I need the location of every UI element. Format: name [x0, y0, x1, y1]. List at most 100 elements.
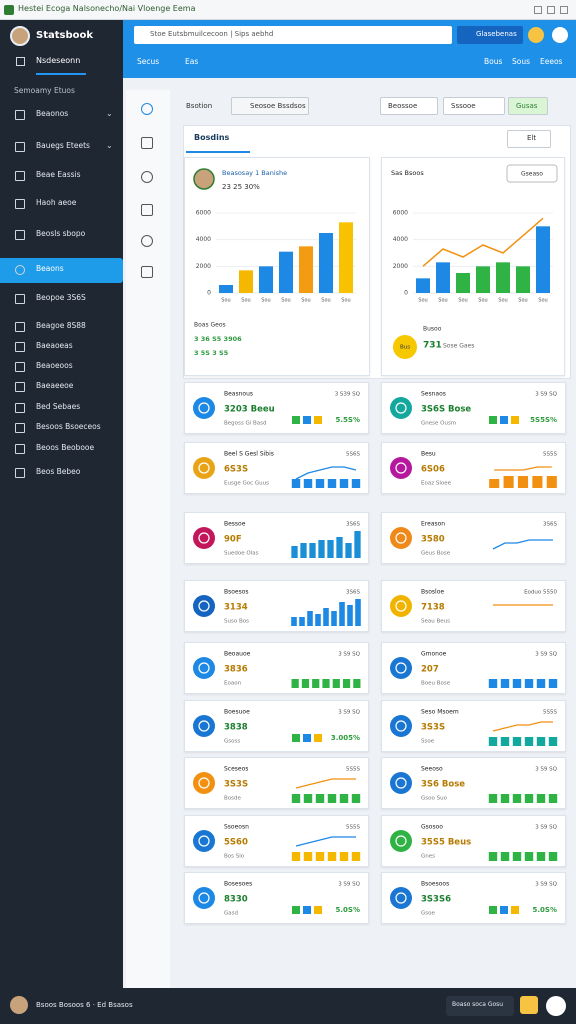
nav-tab[interactable]: Secus: [137, 57, 160, 66]
pct-badge: [303, 416, 311, 424]
mini-bar: [300, 543, 307, 558]
mini-bar: [354, 531, 361, 558]
nav-item[interactable]: Baeaoeas: [36, 341, 73, 350]
status-right[interactable]: Boaso soca Gosu: [452, 1001, 504, 1008]
nav-item[interactable]: Beopoe 3S6S: [36, 293, 86, 302]
nav-icon: [15, 171, 25, 181]
rail-icon[interactable]: [141, 103, 153, 115]
nav-tab[interactable]: Sous: [512, 57, 531, 66]
nav-item[interactable]: Beoos Beobooe: [36, 443, 95, 452]
filter-text[interactable]: Seosoe Bssdsos: [250, 102, 306, 110]
chart-button[interactable]: [506, 164, 558, 183]
mini-bar: [327, 794, 337, 803]
mini-bar: [488, 737, 498, 746]
card-value: 3134: [224, 603, 248, 613]
toolbar-button[interactable]: [508, 97, 548, 115]
card-icon: [390, 772, 412, 794]
filter-box[interactable]: [231, 97, 309, 115]
panel-tab-underline: [186, 151, 250, 153]
pct-badge: [292, 734, 300, 742]
status-icon[interactable]: [546, 996, 566, 1016]
y-tick-label: 4000: [393, 236, 408, 243]
window-control[interactable]: [560, 6, 568, 14]
mini-bar: [512, 852, 522, 861]
card-top: 5S6S: [346, 452, 360, 458]
nav-tab[interactable]: Eeeos: [540, 57, 563, 66]
mini-bar: [339, 479, 349, 488]
panel-search-text[interactable]: Elt: [527, 134, 537, 142]
nav-icon: [15, 294, 25, 304]
pct-badge: [511, 416, 519, 424]
nav-item[interactable]: Beaons: [36, 264, 64, 273]
status-icon[interactable]: [520, 996, 538, 1014]
card-value: 3838: [224, 723, 248, 733]
nav-item[interactable]: Beos Bebeo: [36, 467, 81, 476]
mini-bar: [318, 540, 325, 558]
toolbar-button-label[interactable]: Sssooe: [451, 102, 476, 110]
toolbar-button-label[interactable]: Gusas: [516, 102, 538, 110]
window-control[interactable]: [534, 6, 542, 14]
trend-line: [422, 217, 544, 267]
nav-item[interactable]: Baeaeeoe: [36, 381, 74, 390]
svg-layer: Sesnaos 3 S9 SQ 3S6S Bose Gnese Ousm 5S5S%: [390, 391, 558, 427]
mini-bar: [291, 794, 301, 803]
svg-layer: Bosesoes 3 S9 SQ 8330 Gasd 5.0S%: [193, 881, 361, 917]
x-tick-label: Sou: [538, 298, 547, 304]
card-value: 5S60: [224, 838, 248, 848]
card-top: 3 S9 SQ: [535, 652, 557, 658]
nav-item[interactable]: Beaonos: [36, 109, 69, 118]
menu-dots: [552, 27, 568, 43]
window-control[interactable]: [547, 6, 555, 14]
bar: [416, 278, 430, 293]
nav-item[interactable]: Beosls sbopo: [36, 229, 86, 238]
nav-item[interactable]: Beae Eassis: [36, 170, 81, 179]
rail-icon[interactable]: [141, 137, 153, 149]
card-value: 3203 Beeu: [224, 405, 275, 415]
panel-tab[interactable]: Bosdins: [194, 133, 230, 142]
x-tick-label: Sou: [418, 298, 427, 304]
mini-bar: [303, 479, 313, 488]
mini-trend: [492, 721, 553, 732]
x-tick-label: Sou: [438, 298, 447, 304]
status-right-box[interactable]: [446, 996, 514, 1016]
search-text[interactable]: Stoe Eutsbmuilcecoon | Sips aebhd: [150, 30, 274, 38]
pct-badge: [292, 416, 300, 424]
search-button-label[interactable]: Glasebenas: [476, 30, 517, 38]
mini-bar: [303, 794, 313, 803]
nav-item[interactable]: Haoh aeoe: [36, 198, 77, 207]
mini-bar: [345, 543, 352, 558]
section-label[interactable]: Nsdeseonn: [36, 56, 81, 65]
rail-icon[interactable]: [141, 235, 153, 247]
mini-bar: [312, 679, 320, 688]
card-icon: [193, 397, 215, 419]
nav-item[interactable]: Beaoeoos: [36, 361, 73, 370]
rail-icon[interactable]: [141, 266, 153, 278]
svg-layer: Bsoesoos 3 S9 SQ 3S3S6 Gsoe 5.0S%: [390, 881, 558, 917]
mini-bar: [327, 540, 334, 558]
card-icon: [193, 887, 215, 909]
home-icon: [16, 57, 25, 66]
nav-icon: [15, 142, 25, 152]
search-button[interactable]: [457, 26, 523, 44]
nav-item[interactable]: Bed Sebaes: [36, 402, 81, 411]
mini-bar: [307, 611, 313, 626]
nav-item[interactable]: Beagoe 8S88: [36, 321, 86, 330]
toolbar-button[interactable]: [443, 97, 505, 115]
panel-search[interactable]: [507, 130, 551, 148]
nav-item[interactable]: Bauegs Eteets: [36, 141, 90, 150]
sidebar: [0, 20, 123, 988]
nav-icon: [15, 342, 25, 352]
toolbar-button-label[interactable]: Beossoe: [388, 102, 418, 110]
rail-icon[interactable]: [141, 171, 153, 183]
metric-card[interactable]: [184, 815, 369, 867]
metric-card[interactable]: [184, 442, 369, 494]
nav-item[interactable]: Besoos Bsoeceos: [36, 422, 101, 431]
card-icon-inner: [198, 532, 210, 544]
nav-tab[interactable]: Bous: [484, 57, 503, 66]
footer-title: Boas Geos: [194, 322, 226, 329]
toolbar-button[interactable]: [380, 97, 438, 115]
badge: [393, 335, 417, 359]
nav-tab[interactable]: Eas: [185, 57, 199, 66]
card-top: 3 S9 SQ: [338, 882, 360, 888]
rail-icon[interactable]: [141, 204, 153, 216]
